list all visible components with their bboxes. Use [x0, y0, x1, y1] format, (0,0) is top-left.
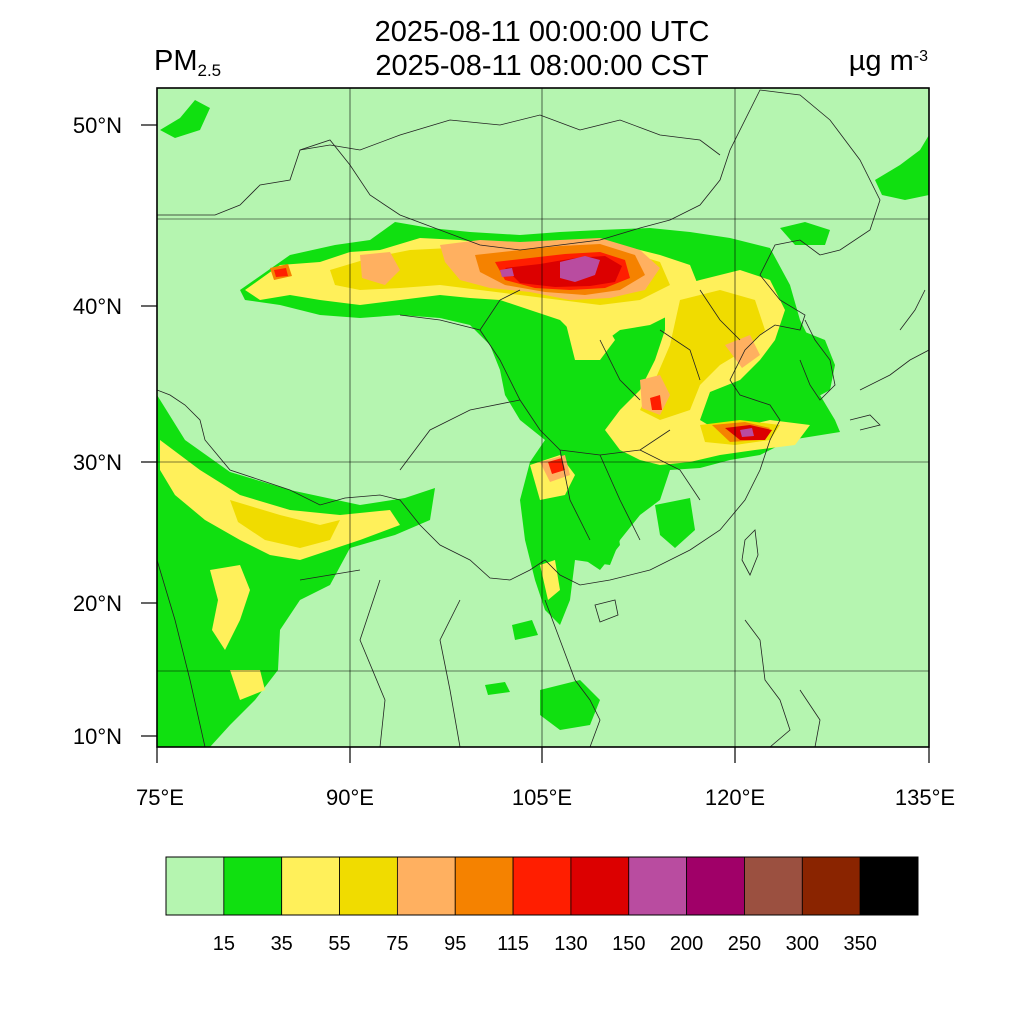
colorbar-label-350: 350 — [843, 933, 876, 955]
lat-labels: 50°N 40°N 30°N 20°N 10°N — [73, 113, 122, 749]
contour-xinjiang-red — [274, 268, 288, 277]
contour-level-150-200 — [500, 256, 754, 437]
contour-central-red — [650, 395, 662, 410]
colorbar-box-11 — [801, 856, 861, 916]
contour-india-green — [157, 395, 435, 747]
contour-islet-green-1 — [485, 682, 510, 695]
contour-hotspot-magenta-small — [500, 268, 514, 277]
colorbar-labels: 15 35 55 75 95 115 130 150 200 250 300 350 — [213, 933, 877, 955]
variable-subscript: 2.5 — [197, 61, 222, 80]
colorbar-label-95: 95 — [444, 933, 466, 955]
variable-name: PM — [154, 45, 198, 77]
units-text: µg m — [848, 45, 914, 77]
contour-northwest-green — [160, 100, 210, 138]
contour-loess-yellow — [565, 315, 615, 360]
taiwan-coast — [741, 529, 759, 576]
contour-islet-green-2 — [512, 620, 538, 640]
colorbar-label-15: 15 — [213, 933, 235, 955]
colorbar-label-150: 150 — [612, 933, 645, 955]
lat-label-40: 40°N — [73, 294, 122, 319]
colorbar-box-1 — [223, 856, 283, 916]
colorbar-label-35: 35 — [271, 933, 293, 955]
units-exponent: -3 — [913, 48, 928, 65]
colorbar-label-130: 130 — [554, 933, 587, 955]
colorbar-frame — [165, 856, 919, 916]
lon-label-135: 135°E — [895, 785, 955, 810]
contour-south-china-green-1 — [585, 515, 620, 570]
contour-northeast-green — [875, 135, 929, 200]
korea-coast — [799, 319, 836, 401]
colorbar-box-0 — [165, 856, 225, 916]
colorbar-label-75: 75 — [386, 933, 408, 955]
mongolia-border — [299, 114, 721, 156]
pollution-contours — [157, 89, 929, 747]
colorbar-box-3 — [339, 856, 398, 916]
title-utc-time: 2025-08-11 00:00:00 UTC — [374, 16, 710, 48]
colorbar-box-2 — [281, 856, 340, 916]
lon-label-105: 105°E — [512, 785, 572, 810]
colorbar-box-10 — [744, 856, 803, 916]
colorbar-box-12 — [859, 856, 919, 916]
contour-south-china-green-2 — [655, 498, 695, 548]
contour-mongolia-green — [780, 222, 830, 245]
lon-label-120: 120°E — [705, 785, 765, 810]
contour-hotspot-magenta — [560, 256, 600, 282]
contour-india-yellow-1 — [160, 440, 400, 560]
title-local-time: 2025-08-11 08:00:00 CST — [375, 50, 709, 82]
lon-label-75: 75°E — [136, 785, 184, 810]
colorbar-box-8 — [628, 856, 688, 916]
lat-label-20: 20°N — [73, 591, 122, 616]
colorbar-box-4 — [396, 856, 456, 916]
colorbar-box-5 — [454, 856, 514, 916]
contour-india-yellow-2 — [210, 565, 250, 650]
contour-central-orange-light — [640, 375, 670, 415]
contour-dunhuang-orange-light — [360, 252, 400, 285]
colorbar-label-300: 300 — [786, 933, 819, 955]
colorbar: 15 35 55 75 95 115 130 150 200 250 300 350 — [165, 856, 919, 955]
contour-plain-gold — [640, 290, 765, 420]
hainan-coast — [594, 599, 619, 623]
map-panel: 50°N 40°N 30°N 20°N 10°N 75°E 90°E 105°E… — [73, 87, 955, 810]
colorbar-label-250: 250 — [728, 933, 761, 955]
lon-labels: 75°E 90°E 105°E 120°E 135°E — [136, 785, 955, 810]
colorbar-label-200: 200 — [670, 933, 703, 955]
china-border — [157, 89, 881, 586]
provincial-lines — [399, 289, 741, 541]
philippines-coast — [744, 619, 821, 747]
graticule — [157, 88, 929, 747]
lat-label-30: 30°N — [73, 450, 122, 475]
units-label: µg m-3 — [849, 44, 928, 78]
colorbar-box-7 — [570, 856, 630, 916]
contour-vietnam-green — [540, 680, 600, 730]
lat-label-10: 10°N — [73, 724, 122, 749]
indochina-coast — [359, 579, 601, 747]
colorbar-label-115: 115 — [497, 933, 529, 955]
map-frame — [156, 87, 930, 748]
contour-india-yellow-3 — [230, 670, 265, 700]
contour-shanghai-magenta — [740, 428, 754, 437]
colorbar-label-55: 55 — [328, 933, 350, 955]
colorbar-box-6 — [512, 856, 572, 916]
contour-india-gold — [230, 500, 340, 548]
lon-label-90: 90°E — [326, 785, 374, 810]
variable-label: PM2.5 — [154, 44, 221, 82]
japan-coast — [849, 289, 929, 431]
colorbar-box-9 — [686, 856, 745, 916]
axis-ticks — [141, 124, 930, 763]
colorbar-boxes — [165, 856, 919, 916]
lat-label-50: 50°N — [73, 113, 122, 138]
